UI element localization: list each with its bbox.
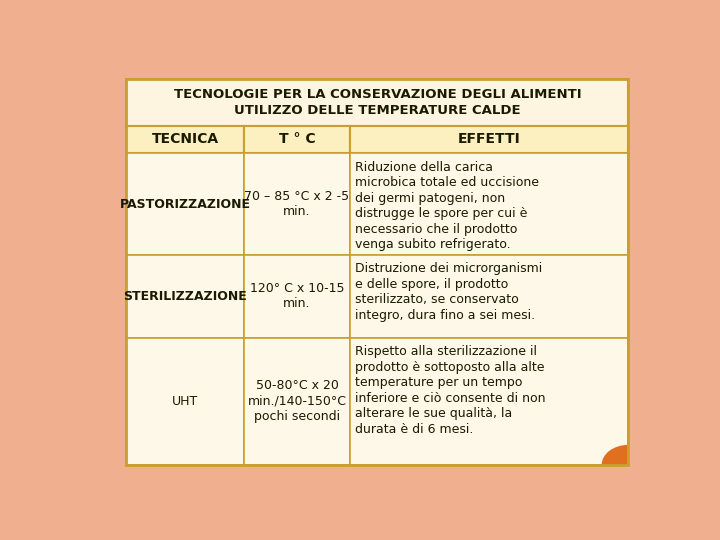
Text: Distruzione dei microrganismi
e delle spore, il prodotto
sterilizzato, se conser: Distruzione dei microrganismi e delle sp…	[356, 262, 543, 322]
Text: 120° C x 10-15
min.: 120° C x 10-15 min.	[250, 282, 344, 310]
Bar	[126, 153, 244, 255]
Text: T ° C: T ° C	[279, 132, 315, 146]
Text: 50-80°C x 20
min./140-150°C
pochi secondi: 50-80°C x 20 min./140-150°C pochi second…	[248, 379, 346, 423]
Bar	[244, 153, 350, 255]
Text: PASTORIZZAZIONE: PASTORIZZAZIONE	[120, 198, 251, 211]
Bar	[350, 126, 629, 153]
Text: 70 – 85 °C x 2 -5
min.: 70 – 85 °C x 2 -5 min.	[245, 190, 350, 218]
Wedge shape	[602, 445, 629, 465]
Text: Rispetto alla sterilizzazione il
prodotto è sottoposto alla alte
temperature per: Rispetto alla sterilizzazione il prodott…	[356, 345, 546, 436]
Bar	[126, 338, 244, 465]
Text: Riduzione della carica
microbica totale ed uccisione
dei germi patogeni, non
dis: Riduzione della carica microbica totale …	[356, 161, 539, 251]
Text: STERILIZZAZIONE: STERILIZZAZIONE	[123, 289, 247, 302]
Bar	[244, 126, 350, 153]
Bar	[126, 79, 629, 465]
Bar	[126, 255, 244, 338]
Bar	[244, 255, 350, 338]
Bar	[350, 255, 629, 338]
Bar	[350, 338, 629, 465]
Bar	[350, 153, 629, 255]
Text: TECNOLOGIE PER LA CONSERVAZIONE DEGLI ALIMENTI
UTILIZZO DELLE TEMPERATURE CALDE: TECNOLOGIE PER LA CONSERVAZIONE DEGLI AL…	[174, 88, 581, 117]
Text: TECNICA: TECNICA	[152, 132, 219, 146]
Bar	[126, 79, 629, 126]
Bar	[244, 338, 350, 465]
Text: UHT: UHT	[172, 395, 199, 408]
Bar	[126, 126, 244, 153]
Text: EFFETTI: EFFETTI	[458, 132, 521, 146]
